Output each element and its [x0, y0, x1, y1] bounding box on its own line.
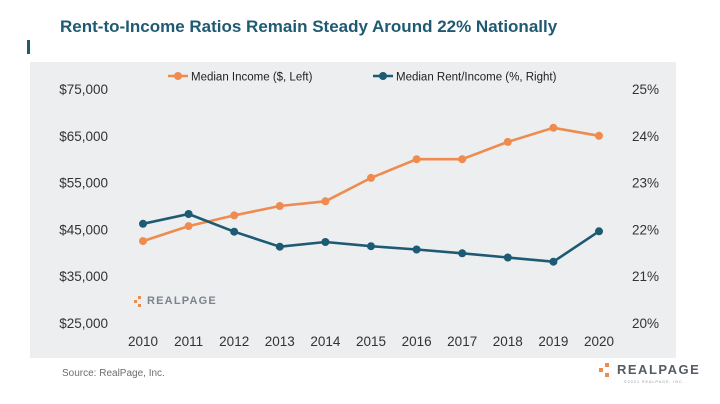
x-axis-tick-label: 2018 — [493, 334, 523, 349]
right-axis-tick-label: 25% — [632, 82, 659, 97]
left-axis-tick-label: $45,000 — [59, 222, 108, 237]
x-axis-tick-label: 2015 — [356, 334, 386, 349]
income-data-point — [139, 237, 147, 246]
income-data-point — [275, 202, 284, 210]
income-data-point — [503, 137, 512, 146]
x-axis-tick-label: 2020 — [584, 334, 614, 349]
legend-label-1: Median Income ($, Left) — [191, 72, 313, 84]
realpage-watermark: REALPAGE — [134, 295, 234, 311]
x-axis-tick-label: 2016 — [402, 334, 432, 349]
ratio-data-point — [412, 245, 421, 254]
ratio-data-point — [595, 227, 603, 236]
x-axis-tick-label: 2010 — [128, 334, 158, 349]
ratio-data-point — [275, 242, 284, 251]
ratio-data-point — [230, 227, 239, 236]
right-axis-tick-label: 22% — [632, 222, 659, 237]
realpage-watermark-icon — [134, 296, 141, 307]
ratio-data-point — [367, 242, 375, 251]
x-axis-tick-label: 2019 — [538, 334, 568, 349]
ratio-data-point — [139, 219, 147, 228]
left-axis-tick-label: $55,000 — [59, 176, 108, 191]
income-data-point — [367, 173, 375, 182]
income-data-point — [549, 123, 558, 132]
ratio-data-point — [503, 253, 512, 262]
realpage-logo: REALPAGE ©2021 REALPAGE, INC. — [599, 360, 699, 388]
income-data-point — [595, 131, 603, 140]
ratio-data-point — [184, 210, 193, 218]
x-axis-tick-label: 2017 — [447, 334, 477, 349]
left-axis-tick-label: $25,000 — [59, 316, 108, 331]
income-data-point — [321, 197, 330, 206]
income-data-point — [184, 222, 193, 231]
legend-swatch-marker-2 — [379, 72, 387, 80]
legend-label-2: Median Rent/Income (%, Right) — [396, 72, 557, 84]
income-data-point — [412, 155, 421, 164]
ratio-data-point — [458, 249, 467, 258]
legend-swatch-marker-1 — [174, 72, 182, 80]
title-accent-bar — [27, 40, 30, 54]
realpage-logo-text: REALPAGE — [617, 362, 701, 377]
income-data-point — [230, 211, 239, 220]
x-axis-tick-label: 2011 — [174, 334, 203, 349]
realpage-copyright: ©2021 REALPAGE, INC. — [624, 379, 685, 384]
ratio-data-point — [549, 257, 558, 266]
x-axis-tick-label: 2012 — [219, 334, 249, 349]
income-data-point — [458, 155, 467, 164]
right-axis-tick-label: 24% — [632, 129, 659, 144]
x-axis-tick-label: 2014 — [310, 334, 341, 349]
left-axis-tick-label: $35,000 — [59, 269, 108, 284]
right-axis-tick-label: 23% — [632, 176, 659, 191]
chart-title: Rent-to-Income Ratios Remain Steady Arou… — [60, 17, 558, 36]
left-axis-tick-label: $75,000 — [59, 82, 108, 97]
source-note: Source: RealPage, Inc. — [62, 368, 165, 379]
left-axis-tick-label: $65,000 — [59, 129, 108, 144]
realpage-watermark-text: REALPAGE — [147, 295, 217, 307]
right-axis-tick-label: 20% — [632, 316, 659, 331]
right-axis-tick-label: 21% — [632, 269, 659, 284]
realpage-logo-icon — [599, 363, 609, 377]
chart-panel — [30, 62, 676, 358]
x-axis-tick-label: 2013 — [265, 334, 295, 349]
ratio-data-point — [321, 238, 330, 246]
